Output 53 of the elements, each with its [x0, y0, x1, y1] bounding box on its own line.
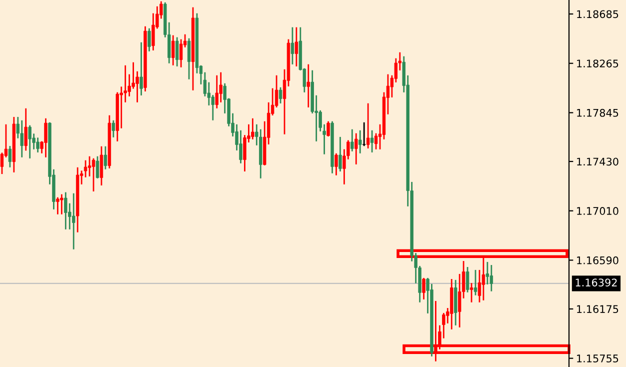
candlestick: [334, 153, 338, 176]
candlestick: [354, 133, 358, 164]
candlestick: [215, 75, 218, 108]
candlestick: [88, 156, 92, 176]
y-tick-label: 1.18685: [577, 10, 618, 18]
y-tick-label: 1.16590: [577, 256, 618, 264]
candlestick: [422, 278, 426, 300]
candlestick: [100, 146, 104, 186]
candlestick: [112, 120, 116, 138]
candlestick: [56, 197, 60, 214]
candlestick: [350, 129, 354, 152]
candlestick: [338, 136, 342, 172]
candlestick: [470, 282, 474, 302]
candlestick: [28, 125, 32, 158]
candlestick: [294, 27, 298, 66]
y-tick-label: 1.15755: [577, 354, 618, 362]
candlestick: [362, 122, 366, 146]
candlestick: [474, 270, 478, 296]
candlestick: [366, 103, 370, 148]
ref-line-label: 1.16392: [576, 278, 617, 286]
candlestick: [60, 194, 64, 214]
candlestick: [187, 38, 191, 80]
candlestick: [478, 270, 482, 302]
candlestick: [24, 108, 28, 151]
candlestick: [466, 267, 470, 292]
candlestick: [326, 121, 330, 136]
candlestick: [20, 120, 24, 158]
y-tick-label: 1.18265: [577, 60, 618, 68]
y-tick-label: 1.17430: [577, 158, 618, 166]
candlestick: [358, 130, 362, 154]
candlestick: [8, 146, 12, 168]
candlestick: [104, 146, 108, 170]
candlestick: [148, 28, 151, 52]
candlestick: [306, 64, 310, 108]
candlestick: [175, 37, 179, 66]
y-tick-label: 1.17010: [577, 207, 618, 215]
candlestick: [374, 133, 378, 150]
candlestick: [64, 192, 68, 230]
candlestick: [251, 118, 254, 140]
candlestick: [36, 138, 40, 152]
candlestick: [44, 118, 48, 158]
candlestick: [96, 156, 100, 178]
candlestick: [140, 42, 143, 96]
candlestick: [490, 265, 494, 292]
candlestick: [290, 27, 294, 64]
candlestick: [92, 158, 96, 192]
candlestick: [171, 35, 175, 66]
candlestick: [0, 152, 4, 174]
candlestick: [278, 87, 282, 104]
y-tick-label: 1.17845: [577, 108, 618, 117]
candlestick: [72, 193, 76, 250]
candlestick: [370, 130, 374, 152]
y-tick-label: 1.16175: [577, 305, 618, 314]
